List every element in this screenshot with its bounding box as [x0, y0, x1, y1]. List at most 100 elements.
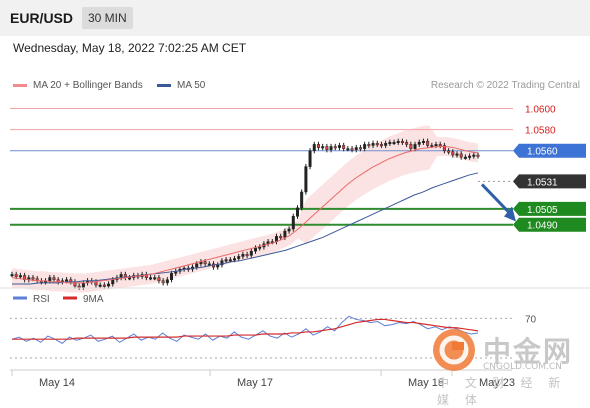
svg-text:1.0490: 1.0490	[527, 221, 558, 232]
bollinger-band-area	[12, 125, 478, 293]
candle-body	[363, 144, 367, 149]
candle-body	[312, 144, 316, 151]
timeframe-badge[interactable]: 30 MIN	[82, 7, 133, 29]
candle-body	[371, 143, 375, 146]
candle-body	[18, 275, 22, 278]
ma20-line	[11, 146, 479, 284]
legend-ma20: MA 20 + Bollinger Bands	[13, 80, 143, 91]
level-label-3: 1.0531	[513, 174, 586, 189]
candle-body	[451, 151, 455, 156]
chart-header: EUR/USD 30 MIN	[0, 0, 590, 36]
candle-body	[258, 246, 262, 249]
level-label-2: 1.0560	[513, 143, 586, 158]
candle-body	[77, 285, 81, 288]
candle-body	[405, 142, 409, 145]
candle-body	[367, 144, 371, 147]
candle-body	[400, 140, 404, 143]
candle-body	[233, 258, 237, 261]
ma50-line	[12, 172, 479, 285]
arrow-shaft	[480, 183, 512, 215]
candle-body	[52, 277, 56, 280]
candle-body	[463, 156, 467, 159]
candle-body	[48, 277, 52, 282]
candle-body	[358, 147, 362, 150]
candle-body	[295, 207, 299, 217]
candle-body	[14, 274, 18, 277]
price-levels	[10, 107, 513, 226]
candle-body	[128, 277, 132, 280]
candle-body	[476, 154, 480, 157]
candle-body	[195, 263, 199, 268]
svg-text:1.0531: 1.0531	[527, 177, 558, 188]
candle-body	[94, 281, 98, 286]
rsi-legend-label-1: 9MA	[83, 294, 104, 305]
candle-body	[304, 166, 308, 193]
candle-body	[81, 282, 85, 288]
candle-body	[111, 279, 115, 285]
candle-body	[220, 260, 224, 266]
candle-body	[392, 142, 396, 145]
candle-body	[329, 146, 333, 150]
price-candles	[10, 138, 480, 290]
candle-body	[65, 279, 69, 282]
candle-body	[10, 274, 14, 277]
moving-averages	[11, 146, 479, 285]
candle-body	[149, 277, 153, 280]
candle-body	[253, 247, 257, 252]
candle-body	[350, 148, 354, 151]
rsi-series-1	[12, 318, 479, 340]
candle-body	[472, 154, 476, 157]
candle-body	[157, 277, 161, 282]
candle-body	[245, 254, 249, 257]
candle-body	[300, 191, 304, 209]
candle-body	[426, 140, 430, 146]
research-credit: Research © 2022 Trading Central	[430, 80, 580, 91]
level-label-5: 1.0490	[513, 217, 586, 232]
legend-ma50: MA 50	[157, 80, 205, 91]
candle-body	[384, 143, 388, 146]
candle-body	[170, 273, 174, 280]
ma50-label: MA 50	[177, 80, 206, 91]
x-axis: May 14 May 17 May 18 May 23	[10, 369, 515, 389]
candle-body	[346, 148, 350, 151]
ma20-label: MA 20 + Bollinger Bands	[33, 80, 143, 91]
candle-body	[279, 236, 283, 239]
level-labels: 1.0600 1.0580 1.0560 1.0531 1.0505 1.0490	[513, 104, 586, 232]
svg-text:1.0560: 1.0560	[527, 147, 558, 158]
candle-body	[161, 280, 165, 284]
candle-body	[203, 261, 207, 265]
candle-body	[388, 142, 392, 145]
arrow-head	[504, 206, 516, 222]
candle-body	[337, 145, 341, 148]
level-label-1: 1.0580	[525, 126, 556, 137]
candle-body	[102, 284, 106, 287]
candle-body	[249, 250, 253, 256]
candle-body	[107, 283, 111, 287]
x-tick-label-3: May 23	[479, 377, 515, 389]
watermark-name: 中金网	[483, 335, 574, 368]
currency-pair: EUR/USD	[10, 10, 74, 26]
candle-body	[396, 140, 400, 143]
candle-body	[325, 146, 329, 150]
candle-body	[321, 146, 325, 149]
candle-body	[434, 144, 438, 147]
candle-body	[413, 144, 417, 149]
candle-body	[287, 228, 291, 232]
candle-body	[455, 153, 459, 156]
candle-body	[417, 142, 421, 145]
watermark-url: CNGOLD.COM.CN	[483, 362, 562, 372]
candle-body	[316, 144, 320, 148]
chart-datetime: Wednesday, May 18, 2022 7:02:25 AM CET	[13, 41, 247, 55]
rsi-legend-label-0: RSI	[33, 294, 50, 305]
candle-body	[379, 144, 383, 147]
candle-body	[442, 145, 446, 151]
candle-body	[333, 146, 337, 149]
rsi-panel: 70	[10, 314, 537, 359]
bollinger-band	[12, 125, 478, 293]
candle-body	[31, 277, 35, 280]
candle-body	[409, 144, 413, 149]
x-tick-label-2: May 18	[408, 377, 444, 389]
candle-body	[237, 256, 241, 259]
candle-body	[375, 143, 379, 146]
